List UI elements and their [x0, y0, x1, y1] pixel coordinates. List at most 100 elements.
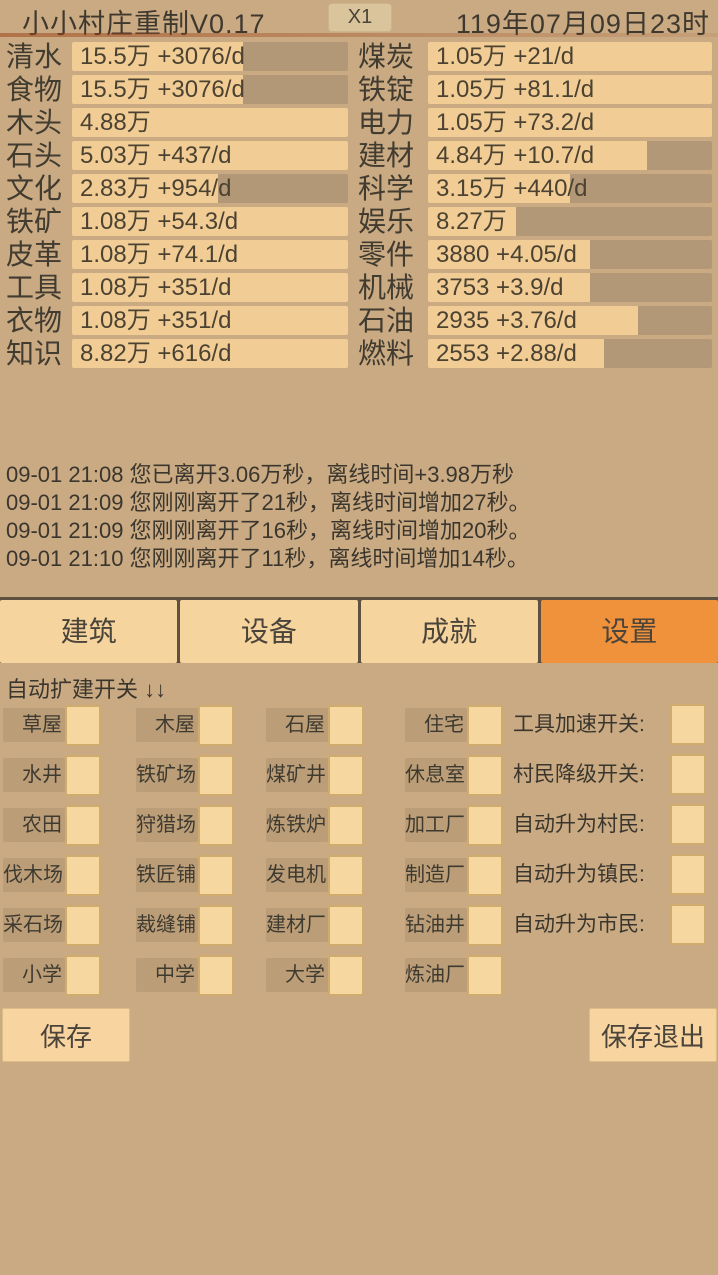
- resource-row: 石头 5.03万 +437/d: [0, 141, 352, 170]
- resource-bar: 1.08万 +54.3/d: [72, 207, 348, 236]
- building-toggle-item: 铁匠铺: [136, 850, 234, 900]
- resource-label: 石油: [358, 305, 415, 336]
- option-label: 自动升为村民:: [513, 813, 645, 836]
- resource-bar: 4.88万: [72, 108, 348, 137]
- resource-bar-fill: [428, 339, 605, 368]
- building-toggle-item: 住宅: [405, 700, 503, 750]
- building-checkbox[interactable]: [467, 904, 503, 946]
- building-label: 铁匠铺: [136, 858, 198, 892]
- building-label: 木屋: [136, 708, 198, 742]
- tab-建筑[interactable]: 建筑: [0, 600, 178, 663]
- building-label: 制造厂: [405, 858, 467, 892]
- building-checkbox[interactable]: [328, 954, 364, 996]
- speed-toggle-button[interactable]: X1: [328, 3, 392, 32]
- auto-expand-switch-label: 自动扩建开关 ↓↓: [6, 677, 167, 702]
- building-checkbox[interactable]: [328, 754, 364, 796]
- settings-grid-row: 小学 中学 大学 炼油厂: [0, 950, 718, 1000]
- building-checkbox[interactable]: [198, 804, 234, 846]
- settings-grid-row: 农田 狩猎场 炼铁炉 加工厂 自动升为村民:: [0, 800, 718, 850]
- building-checkbox[interactable]: [328, 904, 364, 946]
- resource-bar: 3.15万 +440/d: [428, 174, 712, 203]
- resource-bar-fill: [428, 75, 712, 104]
- resource-value: 2935 +3.76/d: [436, 307, 577, 334]
- save-exit-button[interactable]: 保存退出: [589, 1008, 717, 1062]
- building-label: 大学: [266, 958, 328, 992]
- resource-bar: 1.05万 +81.1/d: [428, 75, 712, 104]
- resource-row: 木头 4.88万: [0, 108, 352, 137]
- resource-label: 燃料: [358, 338, 415, 369]
- resource-bar-fill: [72, 108, 348, 137]
- resource-bar-fill: [72, 339, 348, 368]
- building-toggle-item: 铁矿场: [136, 750, 234, 800]
- resource-bar-fill: [72, 75, 244, 104]
- resource-value: 1.08万 +74.1/d: [80, 241, 239, 268]
- building-toggle-item: 伐木场: [3, 850, 101, 900]
- building-checkbox[interactable]: [198, 754, 234, 796]
- resource-row: 文化 2.83万 +954/d: [0, 174, 352, 203]
- building-checkbox[interactable]: [467, 704, 503, 746]
- building-label: 水井: [3, 758, 65, 792]
- resource-bar: 3753 +3.9/d: [428, 273, 712, 302]
- resource-row: 皮革 1.08万 +74.1/d: [0, 240, 352, 269]
- resource-row: 科学 3.15万 +440/d: [355, 174, 718, 203]
- option-checkbox[interactable]: [670, 904, 706, 945]
- log-message: 09-01 21:09 您刚刚离开了21秒，离线时间增加27秒。: [6, 490, 531, 515]
- option-label: 工具加速开关:: [513, 713, 645, 736]
- building-checkbox[interactable]: [467, 754, 503, 796]
- building-checkbox[interactable]: [328, 804, 364, 846]
- building-checkbox[interactable]: [198, 704, 234, 746]
- resource-row: 知识 8.82万 +616/d: [0, 339, 352, 368]
- resource-value: 1.08万 +54.3/d: [80, 208, 239, 235]
- building-checkbox[interactable]: [328, 854, 364, 896]
- resource-bar: 8.82万 +616/d: [72, 339, 348, 368]
- building-checkbox[interactable]: [467, 954, 503, 996]
- building-checkbox[interactable]: [65, 854, 101, 896]
- tab-设备[interactable]: 设备: [180, 600, 358, 663]
- building-checkbox[interactable]: [198, 854, 234, 896]
- save-button[interactable]: 保存: [2, 1008, 130, 1062]
- building-checkbox[interactable]: [328, 704, 364, 746]
- resource-value: 2553 +2.88/d: [436, 340, 577, 367]
- resource-bar-fill: [428, 306, 639, 335]
- building-label: 住宅: [405, 708, 467, 742]
- option-checkbox[interactable]: [670, 804, 706, 845]
- building-label: 加工厂: [405, 808, 467, 842]
- option-checkbox[interactable]: [670, 704, 706, 745]
- building-checkbox[interactable]: [198, 904, 234, 946]
- resource-value: 3880 +4.05/d: [436, 241, 577, 268]
- resource-label: 零件: [358, 239, 415, 270]
- resource-value: 15.5万 +3076/d: [80, 76, 245, 103]
- resource-row: 工具 1.08万 +351/d: [0, 273, 352, 302]
- building-label: 伐木场: [3, 858, 65, 892]
- option-checkbox[interactable]: [670, 854, 706, 895]
- building-checkbox[interactable]: [65, 704, 101, 746]
- building-checkbox[interactable]: [467, 854, 503, 896]
- building-label: 农田: [3, 808, 65, 842]
- building-label: 采石场: [3, 908, 65, 942]
- tab-设置[interactable]: 设置: [540, 600, 718, 663]
- building-checkbox[interactable]: [65, 954, 101, 996]
- resource-value: 15.5万 +3076/d: [80, 43, 245, 70]
- building-label: 炼铁炉: [266, 808, 328, 842]
- building-toggle-item: 水井: [3, 750, 101, 800]
- resource-value: 1.05万 +81.1/d: [436, 76, 595, 103]
- resource-row: 铁锭 1.05万 +81.1/d: [355, 75, 718, 104]
- settings-grid-row: 采石场 裁缝铺 建材厂 钻油井 自动升为市民:: [0, 900, 718, 950]
- building-checkbox[interactable]: [198, 954, 234, 996]
- tab-成就[interactable]: 成就: [360, 600, 538, 663]
- resource-row: 衣物 1.08万 +351/d: [0, 306, 352, 335]
- building-checkbox[interactable]: [467, 804, 503, 846]
- settings-grid: 草屋 木屋 石屋 住宅 工具加速开关: 水井 铁矿场 煤矿井 休息室 村民降级开关: 农田 狩猎场 炼铁…: [0, 700, 718, 1000]
- option-checkbox[interactable]: [670, 754, 706, 795]
- resource-bar: 3880 +4.05/d: [428, 240, 712, 269]
- building-toggle-item: 采石场: [3, 900, 101, 950]
- building-checkbox[interactable]: [65, 904, 101, 946]
- resource-bar-fill: [72, 42, 244, 71]
- building-toggle-item: 农田: [3, 800, 101, 850]
- building-toggle-item: 钻油井: [405, 900, 503, 950]
- building-checkbox[interactable]: [65, 754, 101, 796]
- building-toggle-item: 休息室: [405, 750, 503, 800]
- resource-row: 娱乐 8.27万: [355, 207, 718, 236]
- building-checkbox[interactable]: [65, 804, 101, 846]
